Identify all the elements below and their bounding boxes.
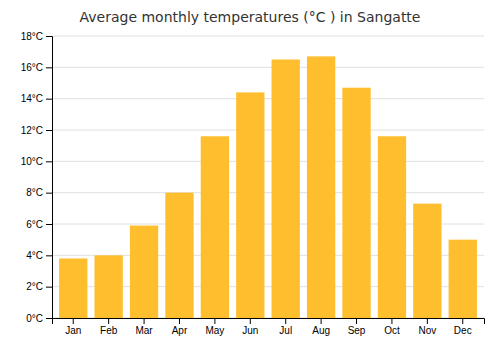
- x-tick: Jul: [279, 318, 292, 336]
- x-tick: Dec: [454, 318, 472, 336]
- y-tick-mark: [46, 318, 52, 319]
- y-tick-label: 0°C: [26, 313, 43, 324]
- grid-line: [52, 98, 484, 99]
- y-tick: 18°C: [21, 31, 52, 42]
- bar: [378, 136, 406, 318]
- y-tick: 14°C: [21, 93, 52, 104]
- bar: [413, 204, 441, 318]
- bar: [130, 226, 158, 318]
- bar: [165, 193, 193, 318]
- bar: [307, 56, 335, 318]
- x-tick-label: Jan: [65, 325, 81, 336]
- x-tick: Feb: [100, 318, 118, 336]
- x-tick-mark: [179, 318, 180, 324]
- x-tick: Mar: [135, 318, 153, 336]
- y-tick-label: 10°C: [21, 156, 43, 167]
- bar: [59, 258, 87, 318]
- x-tick: Apr: [172, 318, 188, 336]
- y-tick: 12°C: [21, 125, 52, 136]
- y-tick-label: 12°C: [21, 125, 43, 136]
- y-axis-line: [46, 37, 53, 319]
- x-tick-mark: [250, 318, 251, 324]
- plot-area: 0°C 2°C 4°C 6°C 8°C 10°C 12°C 14°C 16°C 18°C Jan Fe…: [21, 31, 485, 336]
- grid-line: [52, 161, 484, 162]
- y-tick-label: 18°C: [21, 31, 43, 42]
- x-tick-label: Jul: [279, 325, 292, 336]
- y-tick-label: 4°C: [26, 250, 43, 261]
- x-axis-line: [53, 319, 485, 325]
- x-tick-mark: [108, 318, 109, 324]
- bars: [59, 56, 477, 318]
- grid: [52, 36, 484, 318]
- x-tick-label: Mar: [135, 325, 153, 336]
- title: Average monthly temperatures (°C ) in Sa…: [80, 9, 421, 25]
- bar: [342, 88, 370, 318]
- y-axis: 0°C 2°C 4°C 6°C 8°C 10°C 12°C 14°C 16°C 18°C: [21, 31, 53, 324]
- x-tick-label: Feb: [100, 325, 118, 336]
- y-tick-mark: [46, 99, 52, 100]
- x-tick: Oct: [384, 318, 400, 336]
- x-tick-label: Jun: [242, 325, 258, 336]
- y-tick-mark: [46, 255, 52, 256]
- y-tick: 6°C: [26, 219, 52, 230]
- x-axis: Jan Feb Mar Apr May Jun Jul Aug Sep Oct Nov Dec: [53, 318, 485, 336]
- bar: [272, 60, 300, 319]
- y-tick: 2°C: [26, 281, 52, 292]
- y-tick-mark: [46, 287, 52, 288]
- x-tick-mark: [321, 318, 322, 324]
- x-tick-mark: [214, 318, 215, 324]
- y-tick: 4°C: [26, 250, 52, 261]
- y-tick-label: 14°C: [21, 93, 43, 104]
- x-tick-label: Aug: [312, 325, 330, 336]
- x-tick-label: Apr: [172, 325, 188, 336]
- y-tick-mark: [46, 224, 52, 225]
- y-tick: 0°C: [26, 313, 52, 324]
- y-tick-mark: [46, 67, 52, 68]
- x-tick: Jun: [242, 318, 258, 336]
- bar: [236, 92, 264, 318]
- y-tick: 10°C: [21, 156, 52, 167]
- x-tick-mark: [73, 318, 74, 324]
- x-tick-label: Sep: [348, 325, 366, 336]
- x-tick-label: Nov: [418, 325, 436, 336]
- chart: 0°C 2°C 4°C 6°C 8°C 10°C 12°C 14°C 16°C 18°C Jan Fe…: [0, 0, 500, 350]
- x-tick: Aug: [312, 318, 330, 336]
- x-tick-mark: [285, 318, 286, 324]
- x-tick: Sep: [348, 318, 366, 336]
- y-tick: 16°C: [21, 62, 52, 73]
- x-tick: May: [205, 318, 224, 336]
- y-tick-mark: [46, 36, 52, 37]
- x-tick-label: Dec: [454, 325, 472, 336]
- x-tick: Nov: [418, 318, 436, 336]
- x-tick-mark: [462, 318, 463, 324]
- bar: [201, 136, 229, 318]
- grid-line: [52, 130, 484, 131]
- x-tick: Jan: [65, 318, 81, 336]
- x-tick-label: Oct: [384, 325, 400, 336]
- x-tick-mark: [144, 318, 145, 324]
- x-tick-label: May: [205, 325, 224, 336]
- y-tick-label: 6°C: [26, 219, 43, 230]
- x-tick-mark: [356, 318, 357, 324]
- y-tick-label: 8°C: [26, 187, 43, 198]
- y-tick: 8°C: [26, 187, 52, 198]
- y-tick-label: 16°C: [21, 62, 43, 73]
- bar: [94, 255, 122, 318]
- grid-line: [52, 36, 484, 37]
- x-tick-mark: [391, 318, 392, 324]
- grid-line: [52, 192, 484, 193]
- y-tick-label: 2°C: [26, 281, 43, 292]
- y-tick-mark: [46, 193, 52, 194]
- x-tick-mark: [427, 318, 428, 324]
- y-tick-mark: [46, 161, 52, 162]
- y-tick-mark: [46, 130, 52, 131]
- bar: [449, 240, 477, 318]
- grid-line: [52, 67, 484, 68]
